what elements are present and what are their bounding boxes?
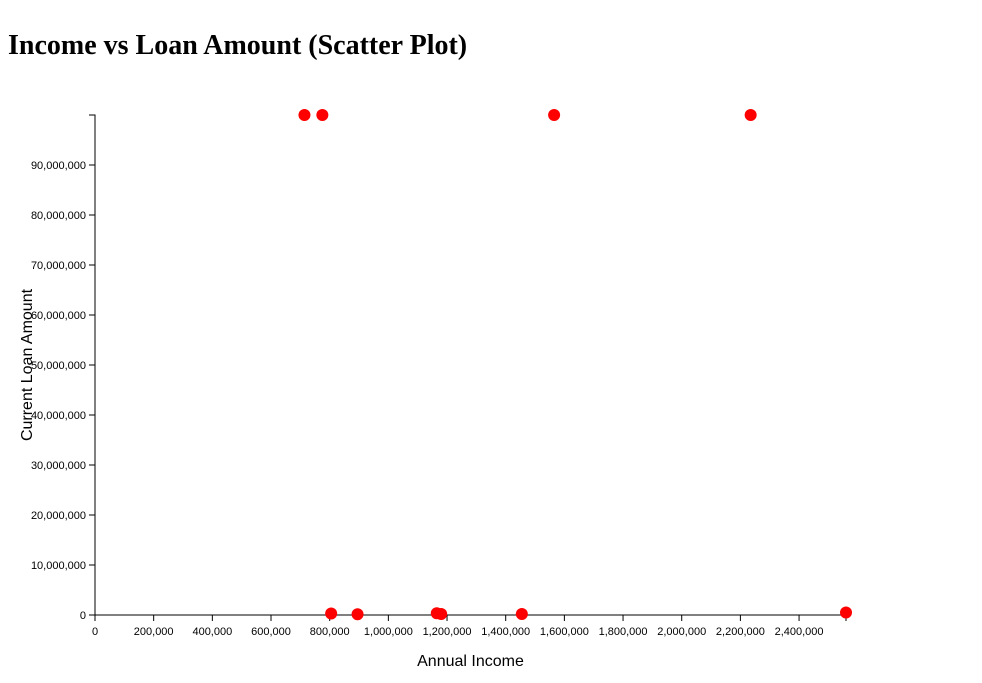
x-tick-label: 1,200,000 bbox=[423, 626, 472, 638]
data-point bbox=[515, 608, 528, 620]
y-tick-label: 50,000,000 bbox=[31, 360, 86, 372]
y-tick-label: 20,000,000 bbox=[31, 510, 86, 522]
y-tick-label: 80,000,000 bbox=[31, 210, 86, 222]
x-axis: 0 200,000 400,000 600,000 800,000 1,000,000 1,… bbox=[92, 614, 847, 638]
x-tick-label: 400,000 bbox=[192, 626, 232, 638]
y-tick-label: 10,000,000 bbox=[31, 560, 86, 572]
x-tick-label: 2,200,000 bbox=[716, 626, 765, 638]
y-axis-title: Current Loan Amount bbox=[19, 288, 36, 441]
x-tick-label: 1,400,000 bbox=[481, 626, 530, 638]
data-points bbox=[298, 109, 852, 621]
data-point bbox=[351, 608, 364, 621]
x-tick-label: 200,000 bbox=[134, 626, 174, 638]
y-tick-label: 0 bbox=[80, 610, 86, 622]
data-point bbox=[548, 109, 561, 122]
data-point bbox=[325, 607, 338, 620]
x-tick-label: 1,600,000 bbox=[540, 626, 589, 638]
data-point bbox=[840, 606, 852, 619]
x-tick-label: 1,800,000 bbox=[599, 626, 648, 638]
x-tick-label: 800,000 bbox=[310, 626, 350, 638]
x-tick-label: 1,000,000 bbox=[364, 626, 413, 638]
y-tick-label: 40,000,000 bbox=[31, 410, 86, 422]
x-axis-title: Annual Income bbox=[417, 653, 524, 670]
y-tick-label: 70,000,000 bbox=[31, 260, 86, 272]
y-tick-label: 60,000,000 bbox=[31, 310, 86, 322]
y-axis: 0 10,000,000 20,000,000 30,000,000 40,000,00… bbox=[31, 114, 96, 622]
x-tick-label: 0 bbox=[92, 626, 98, 638]
x-tick-label: 600,000 bbox=[251, 626, 291, 638]
x-tick-label: 2,000,000 bbox=[657, 626, 706, 638]
x-tick-label: 2,400,000 bbox=[775, 626, 824, 638]
y-tick-label: 90,000,000 bbox=[31, 160, 86, 172]
y-tick-label: 30,000,000 bbox=[31, 460, 86, 472]
data-point bbox=[744, 109, 757, 122]
data-point bbox=[298, 109, 311, 122]
data-point bbox=[316, 109, 329, 122]
x-axis-line bbox=[94, 614, 847, 621]
chart-title: Income vs Loan Amount (Scatter Plot) bbox=[8, 30, 468, 61]
data-point bbox=[435, 608, 448, 620]
